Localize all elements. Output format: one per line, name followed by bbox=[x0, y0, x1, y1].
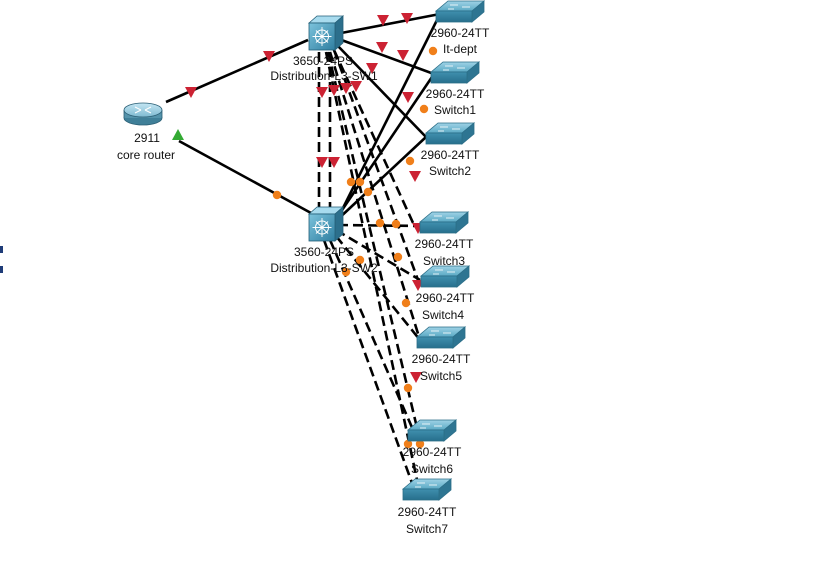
switch5-model: 2960-24TT bbox=[412, 352, 471, 366]
link-blocking-dot bbox=[375, 218, 385, 228]
switch3-name: Switch3 bbox=[423, 254, 465, 268]
switch3-model: 2960-24TT bbox=[415, 237, 474, 251]
link-sw2-access[interactable] bbox=[337, 223, 421, 228]
link-down-triangle bbox=[397, 50, 409, 61]
link-layer[interactable] bbox=[165, 12, 442, 495]
link-down-triangle bbox=[316, 87, 328, 98]
switch-icon bbox=[425, 122, 475, 145]
distribution-l3-sw1[interactable]: 3650-24PS Distribution-L3-SW1 bbox=[270, 15, 378, 83]
switch1-name: Switch1 bbox=[434, 103, 476, 117]
dist-sw1-model: 3650-24PS bbox=[293, 54, 353, 68]
link-sw2-access[interactable] bbox=[322, 239, 418, 495]
link-down-triangle bbox=[328, 85, 340, 96]
link-down-triangle bbox=[376, 42, 388, 53]
link-sw2-access[interactable] bbox=[334, 73, 436, 220]
access-switch-switch6[interactable]: 2960-24TT Switch6 bbox=[403, 419, 462, 476]
router-icon bbox=[123, 102, 163, 126]
link-blocking-dot bbox=[355, 177, 365, 187]
link-blocking-dot bbox=[272, 190, 282, 200]
link-sw1-access[interactable] bbox=[335, 36, 435, 76]
link-up-triangle bbox=[172, 129, 184, 140]
access-switch-switch5[interactable]: 2960-24TT Switch5 bbox=[412, 326, 471, 383]
link-sw1-access[interactable] bbox=[328, 51, 422, 341]
dist-sw2-model: 3560-24PS bbox=[294, 245, 354, 259]
access-switch-switch2[interactable]: 2960-24TT Switch2 bbox=[421, 122, 480, 178]
distribution-l3-sw2[interactable]: 3560-24PS Distribution-L3-SW2 bbox=[270, 206, 378, 275]
link-blocking-dot bbox=[419, 104, 429, 114]
core-router-model: 2911 bbox=[134, 131, 160, 145]
access-switch-it-dept[interactable]: 2960-24TT It-dept bbox=[431, 0, 490, 56]
switch1-model: 2960-24TT bbox=[426, 87, 485, 101]
link-down-triangle bbox=[350, 81, 362, 92]
access-switch-switch3[interactable]: 2960-24TT Switch3 bbox=[415, 211, 474, 268]
switch-icon bbox=[416, 326, 466, 349]
switch4-name: Switch4 bbox=[422, 308, 464, 322]
link-sw1-access[interactable] bbox=[335, 43, 427, 138]
link-blocking-dot bbox=[341, 267, 351, 277]
core-router-name: core router bbox=[117, 148, 175, 162]
link-sw2-access[interactable] bbox=[335, 228, 421, 282]
link-down-triangle bbox=[366, 63, 378, 74]
link-router-sw2[interactable] bbox=[178, 139, 312, 215]
offscreen-device-fragment bbox=[0, 266, 3, 273]
access-switch-switch4[interactable]: 2960-24TT Switch4 bbox=[416, 265, 475, 322]
link-down-triangle bbox=[377, 15, 389, 26]
switch7-name: Switch7 bbox=[406, 522, 448, 536]
link-blocking-dot bbox=[355, 255, 365, 265]
switch-icon bbox=[430, 61, 480, 84]
switch-icon bbox=[419, 211, 469, 234]
multilayer-switch-icon bbox=[308, 206, 344, 242]
link-blocking-dot bbox=[363, 187, 373, 197]
link-down-triangle bbox=[402, 92, 414, 103]
it-dept-name: It-dept bbox=[443, 42, 478, 56]
link-sw1-access[interactable] bbox=[332, 49, 420, 281]
link-down-triangle bbox=[340, 83, 352, 94]
link-down-triangle bbox=[409, 171, 421, 182]
link-sw1-access[interactable] bbox=[332, 49, 416, 226]
link-down-triangle bbox=[185, 87, 197, 98]
link-blocking-dot bbox=[415, 439, 425, 449]
link-sw2-access[interactable] bbox=[335, 136, 427, 222]
link-sw1-access[interactable] bbox=[326, 51, 420, 433]
link-blocking-dot bbox=[393, 252, 403, 262]
switch-icon bbox=[420, 265, 470, 288]
dist-sw1-name: Distribution-L3-SW1 bbox=[270, 69, 378, 83]
link-sw2-access[interactable] bbox=[334, 235, 422, 341]
core-router[interactable]: 2911 core router bbox=[117, 102, 175, 162]
switch6-model: 2960-24TT bbox=[403, 445, 462, 459]
switch4-model: 2960-24TT bbox=[416, 291, 475, 305]
link-sw2-access[interactable] bbox=[334, 13, 442, 223]
link-blocking-dot bbox=[428, 46, 438, 56]
dist-sw2-name: Distribution-L3-SW2 bbox=[270, 261, 378, 275]
link-down-triangle bbox=[328, 157, 340, 168]
link-blocking-dot bbox=[346, 177, 356, 187]
link-blocking-dot bbox=[401, 298, 411, 308]
switch2-name: Switch2 bbox=[429, 164, 471, 178]
link-down-triangle bbox=[410, 372, 422, 383]
link-blocking-dot bbox=[391, 219, 401, 229]
link-blocking-dot bbox=[403, 383, 413, 393]
switch5-name: Switch5 bbox=[420, 369, 462, 383]
switch6-name: Switch6 bbox=[411, 462, 453, 476]
link-sw1-access[interactable] bbox=[335, 12, 441, 36]
access-switch-switch1[interactable]: 2960-24TT Switch1 bbox=[426, 61, 485, 117]
switch-icon bbox=[435, 0, 485, 23]
link-blocking-dot bbox=[403, 439, 413, 449]
it-dept-model: 2960-24TT bbox=[431, 26, 490, 40]
switch2-model: 2960-24TT bbox=[421, 148, 480, 162]
offscreen-device-fragment bbox=[0, 246, 3, 253]
switch7-model: 2960-24TT bbox=[398, 505, 457, 519]
multilayer-switch-icon bbox=[308, 15, 344, 51]
link-down-triangle bbox=[263, 51, 275, 62]
link-sw1-access[interactable] bbox=[324, 51, 422, 495]
access-switch-switch7[interactable]: 2960-24TT Switch7 bbox=[398, 478, 457, 536]
switch-icon bbox=[402, 478, 452, 501]
link-blocking-dot bbox=[405, 156, 415, 166]
link-down-triangle bbox=[316, 157, 328, 168]
link-down-triangle bbox=[401, 13, 413, 24]
